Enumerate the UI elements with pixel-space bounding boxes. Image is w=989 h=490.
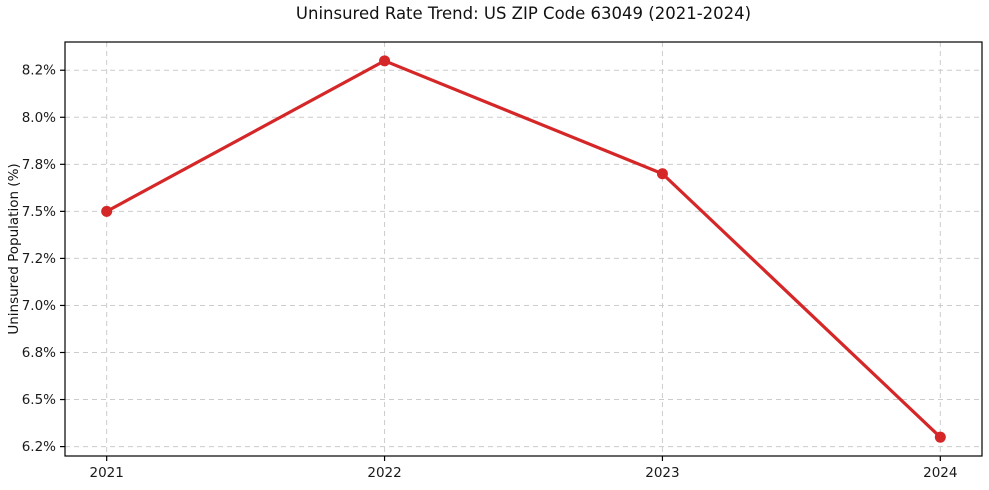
x-tick-label: 2023 xyxy=(645,465,679,481)
y-tick-label: 6.8% xyxy=(22,345,56,361)
y-tick-label: 6.5% xyxy=(22,392,56,408)
y-tick-label: 7.0% xyxy=(22,298,56,314)
y-tick-label: 6.2% xyxy=(22,439,56,455)
chart-title: Uninsured Rate Trend: US ZIP Code 63049 … xyxy=(295,4,752,23)
data-point-marker xyxy=(101,205,113,217)
y-tick-label: 8.2% xyxy=(22,63,56,79)
y-tick-label: 8.0% xyxy=(22,110,56,126)
data-point-marker xyxy=(656,168,668,180)
x-tick-label: 2024 xyxy=(923,465,957,481)
y-tick-label: 7.2% xyxy=(22,251,56,267)
data-point-marker xyxy=(934,431,946,443)
axes-border xyxy=(64,41,983,457)
y-tick-label: 7.8% xyxy=(22,157,56,173)
data-point-marker xyxy=(379,55,391,67)
x-tick-label: 2021 xyxy=(90,465,124,481)
x-tick-label: 2022 xyxy=(367,465,401,481)
trend-line xyxy=(105,59,942,439)
y-tick-label: 7.5% xyxy=(22,204,56,220)
